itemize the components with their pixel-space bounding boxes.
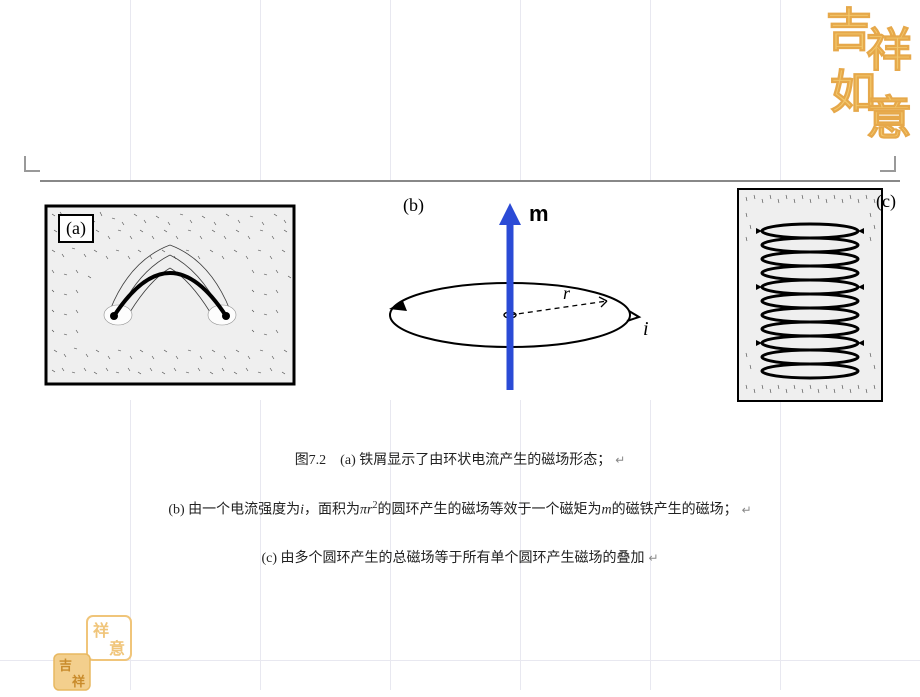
caption-c-text: (c) 由多个圆环产生的总磁场等于所有单个圆环产生磁场的叠加 — [261, 551, 644, 566]
svg-text:意: 意 — [866, 93, 912, 144]
figure-panel-a: (a) — [40, 200, 300, 390]
caption-line-a: 图7.2 (a) 铁屑显示了由环状电流产生的磁场形态；↵ — [60, 450, 860, 472]
caption-a-text: 图7.2 (a) 铁屑显示了由环状电流产生的磁场形态； — [295, 453, 612, 468]
caption-b-var-pir: πr — [360, 503, 372, 518]
caption-line-c: (c) 由多个圆环产生的总磁场等于所有单个圆环产生磁场的叠加 ↵ — [60, 548, 860, 570]
watermark-top-right: 吉 祥 如 意 — [806, 4, 916, 154]
figure-panel-c: (c) — [720, 185, 900, 405]
watermark-bottom-left-2: 吉 祥 — [52, 652, 92, 692]
figure-panel-b: i r m (b) — [345, 195, 675, 395]
svg-text:祥: 祥 — [93, 621, 109, 640]
return-icon: ↵ — [615, 453, 625, 467]
crop-mark-left — [24, 156, 40, 172]
caption-line-b: (b) 由一个电流强度为i，面积为πr2的圆环产生的磁场等效于一个磁矩为m的磁铁… — [60, 498, 860, 522]
current-label: i — [643, 318, 649, 340]
return-icon: ↵ — [742, 503, 752, 517]
svg-text:祥: 祥 — [72, 674, 85, 689]
moment-label: m — [529, 201, 549, 226]
panel-a-label: (a) — [58, 214, 94, 243]
caption-b-mid2: 的圆环产生的磁场等效于一个磁矩为 — [378, 503, 602, 518]
svg-text:意: 意 — [109, 639, 125, 658]
caption-b-pre1: (b) 由一个电流强度为 — [168, 503, 300, 518]
caption-b-mid1: ，面积为 — [304, 503, 360, 518]
watermark-bottom-left-1: 祥 意 — [85, 614, 133, 662]
caption-b-var-m: m — [602, 503, 612, 518]
crop-mark-right — [880, 156, 896, 172]
figure-row: (a) i r m (b) — [40, 180, 900, 400]
caption-b-post: 的磁铁产生的磁场； — [612, 503, 738, 518]
figure-caption: 图7.2 (a) 铁屑显示了由环状电流产生的磁场形态；↵ (b) 由一个电流强度… — [60, 450, 860, 597]
svg-text:吉: 吉 — [59, 658, 72, 673]
panel-c-label: (c) — [876, 191, 896, 212]
radius-label: r — [563, 283, 571, 303]
return-icon: ↵ — [648, 551, 658, 565]
panel-b-label: (b) — [403, 195, 424, 216]
